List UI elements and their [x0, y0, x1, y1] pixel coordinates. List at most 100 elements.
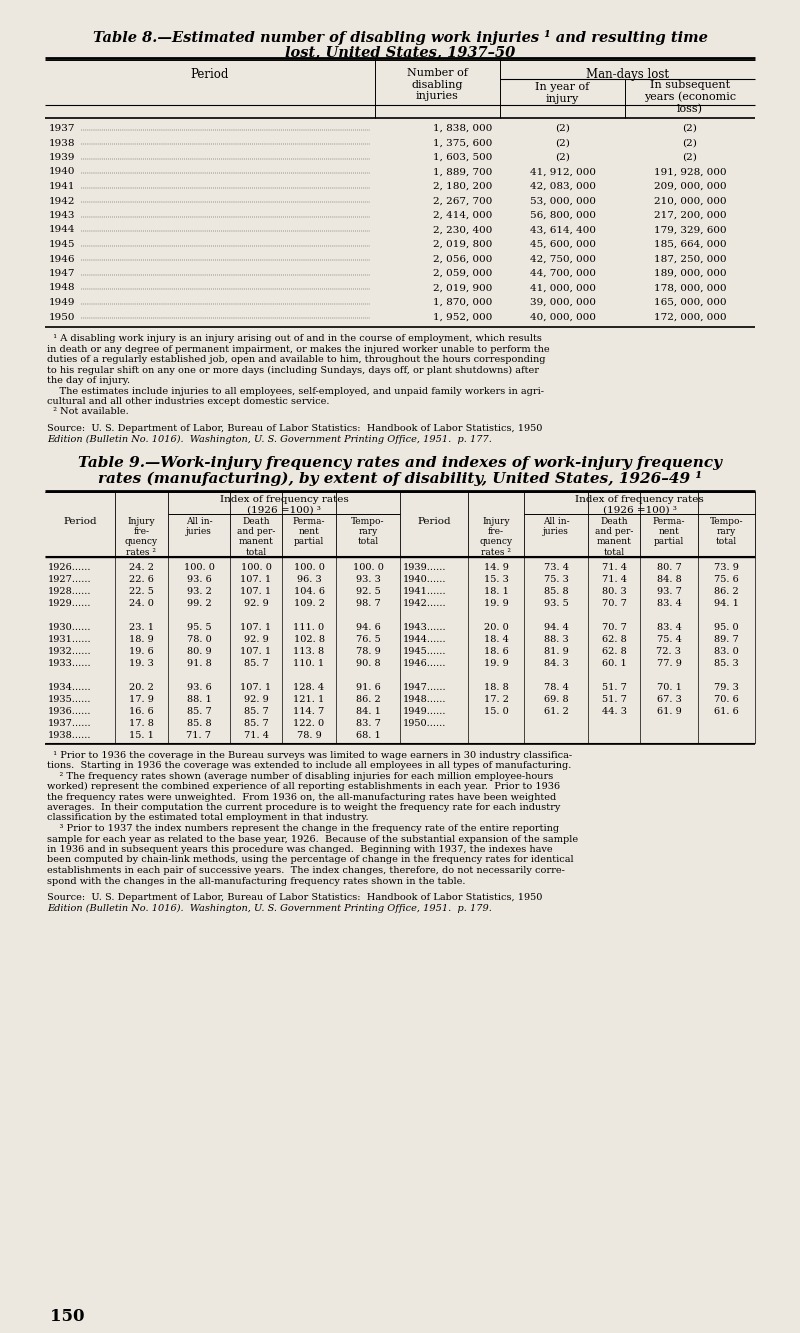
Text: 90. 8: 90. 8	[356, 659, 380, 668]
Text: 14. 9: 14. 9	[483, 563, 509, 572]
Text: 41, 912, 000: 41, 912, 000	[530, 168, 595, 176]
Text: 39, 000, 000: 39, 000, 000	[530, 299, 595, 307]
Text: 51. 7: 51. 7	[602, 682, 626, 692]
Text: 189, 000, 000: 189, 000, 000	[654, 269, 726, 279]
Text: 71. 4: 71. 4	[243, 730, 269, 740]
Text: 1947: 1947	[49, 269, 75, 279]
Text: 44, 700, 000: 44, 700, 000	[530, 269, 595, 279]
Text: 73. 9: 73. 9	[714, 563, 739, 572]
Text: 67. 3: 67. 3	[657, 694, 682, 704]
Text: Death
and per-
manent
total: Death and per- manent total	[237, 516, 275, 557]
Text: 62. 8: 62. 8	[602, 635, 626, 644]
Text: 70. 7: 70. 7	[602, 623, 626, 632]
Text: 77. 9: 77. 9	[657, 659, 682, 668]
Text: 19. 3: 19. 3	[129, 659, 154, 668]
Text: 100. 0: 100. 0	[353, 563, 383, 572]
Text: 61. 2: 61. 2	[543, 706, 569, 716]
Text: 1940: 1940	[49, 168, 75, 176]
Text: 92. 9: 92. 9	[244, 694, 268, 704]
Text: 1941......: 1941......	[403, 587, 446, 596]
Text: Edition (Bulletin No. 1016).  Washington, U. S. Government Printing Office, 1951: Edition (Bulletin No. 1016). Washington,…	[47, 435, 492, 444]
Text: 15. 3: 15. 3	[483, 575, 509, 584]
Text: 80. 9: 80. 9	[186, 647, 211, 656]
Text: 109. 2: 109. 2	[294, 599, 325, 608]
Text: 85. 7: 85. 7	[244, 659, 268, 668]
Text: 19. 9: 19. 9	[484, 659, 508, 668]
Text: 85. 7: 85. 7	[244, 718, 268, 728]
Text: ¹ A disabling work injury is an injury arising out of and in the course of emplo: ¹ A disabling work injury is an injury a…	[47, 335, 542, 343]
Text: been computed by chain-link methods, using the percentage of change in the frequ: been computed by chain-link methods, usi…	[47, 856, 574, 865]
Text: sample for each year as related to the base year, 1926.  Because of the substant: sample for each year as related to the b…	[47, 834, 578, 844]
Text: 78. 9: 78. 9	[356, 647, 380, 656]
Text: 85. 7: 85. 7	[244, 706, 268, 716]
Text: 1942......: 1942......	[403, 599, 446, 608]
Text: Period: Period	[63, 516, 97, 525]
Text: establishments in each pair of successive years.  The index changes, therefore, : establishments in each pair of successiv…	[47, 866, 565, 874]
Text: 88. 1: 88. 1	[186, 694, 211, 704]
Text: 178, 000, 000: 178, 000, 000	[654, 284, 726, 292]
Text: 18. 1: 18. 1	[483, 587, 509, 596]
Text: 71. 4: 71. 4	[602, 563, 626, 572]
Text: 45, 600, 000: 45, 600, 000	[530, 240, 595, 249]
Text: 19. 9: 19. 9	[484, 599, 508, 608]
Text: 185, 664, 000: 185, 664, 000	[654, 240, 726, 249]
Text: 1933......: 1933......	[48, 659, 92, 668]
Text: cultural and all other industries except domestic service.: cultural and all other industries except…	[47, 397, 330, 407]
Text: 18. 8: 18. 8	[484, 682, 508, 692]
Text: 24. 2: 24. 2	[129, 563, 154, 572]
Text: 81. 9: 81. 9	[544, 647, 568, 656]
Text: 1939: 1939	[49, 153, 75, 163]
Text: 91. 6: 91. 6	[356, 682, 380, 692]
Text: 1931......: 1931......	[48, 635, 92, 644]
Text: 107. 1: 107. 1	[241, 682, 271, 692]
Text: 23. 1: 23. 1	[129, 623, 154, 632]
Text: 1945......: 1945......	[403, 647, 446, 656]
Text: 1943......: 1943......	[403, 623, 446, 632]
Text: 187, 250, 000: 187, 250, 000	[654, 255, 726, 264]
Text: 73. 4: 73. 4	[543, 563, 569, 572]
Text: 95. 0: 95. 0	[714, 623, 739, 632]
Text: 217, 200, 000: 217, 200, 000	[654, 211, 726, 220]
Text: 1, 952, 000: 1, 952, 000	[433, 312, 492, 321]
Text: ³ Prior to 1937 the index numbers represent the change in the frequency rate of : ³ Prior to 1937 the index numbers repres…	[47, 824, 559, 833]
Text: 107. 1: 107. 1	[241, 623, 271, 632]
Text: 93. 6: 93. 6	[186, 682, 211, 692]
Text: 92. 9: 92. 9	[244, 599, 268, 608]
Text: 75. 6: 75. 6	[714, 575, 739, 584]
Text: 70. 7: 70. 7	[602, 599, 626, 608]
Text: 1939......: 1939......	[403, 563, 446, 572]
Text: 15. 1: 15. 1	[129, 730, 154, 740]
Text: 86. 2: 86. 2	[714, 587, 739, 596]
Text: 43, 614, 400: 43, 614, 400	[530, 225, 595, 235]
Text: lost, United States, 1937–50: lost, United States, 1937–50	[285, 45, 515, 59]
Text: averages.  In their computation the current procedure is to weight the frequency: averages. In their computation the curre…	[47, 802, 560, 812]
Text: 1948......: 1948......	[403, 694, 446, 704]
Text: 1944......: 1944......	[403, 635, 446, 644]
Text: 100. 0: 100. 0	[294, 563, 325, 572]
Text: 150: 150	[50, 1308, 85, 1325]
Text: 75. 4: 75. 4	[657, 635, 682, 644]
Text: ² Not available.: ² Not available.	[47, 408, 129, 416]
Text: 96. 3: 96. 3	[297, 575, 322, 584]
Text: 1941: 1941	[49, 183, 75, 191]
Text: 93. 6: 93. 6	[186, 575, 211, 584]
Text: 1927......: 1927......	[48, 575, 92, 584]
Text: (2): (2)	[555, 124, 570, 133]
Text: Perma-
nent
partial: Perma- nent partial	[293, 516, 326, 547]
Text: 191, 928, 000: 191, 928, 000	[654, 168, 726, 176]
Text: 1950......: 1950......	[403, 718, 446, 728]
Text: 100. 0: 100. 0	[241, 563, 271, 572]
Text: 95. 5: 95. 5	[186, 623, 211, 632]
Text: In year of
injury: In year of injury	[535, 83, 590, 104]
Text: 60. 1: 60. 1	[602, 659, 626, 668]
Text: 79. 3: 79. 3	[714, 682, 739, 692]
Text: 2, 019, 800: 2, 019, 800	[433, 240, 492, 249]
Text: 1944: 1944	[49, 225, 75, 235]
Text: 104. 6: 104. 6	[294, 587, 325, 596]
Text: 1946......: 1946......	[403, 659, 446, 668]
Text: 1929......: 1929......	[48, 599, 91, 608]
Text: 22. 5: 22. 5	[129, 587, 154, 596]
Text: 86. 2: 86. 2	[356, 694, 380, 704]
Text: 16. 6: 16. 6	[129, 706, 154, 716]
Text: The estimates include injuries to all employees, self-employed, and unpaid famil: The estimates include injuries to all em…	[47, 387, 544, 396]
